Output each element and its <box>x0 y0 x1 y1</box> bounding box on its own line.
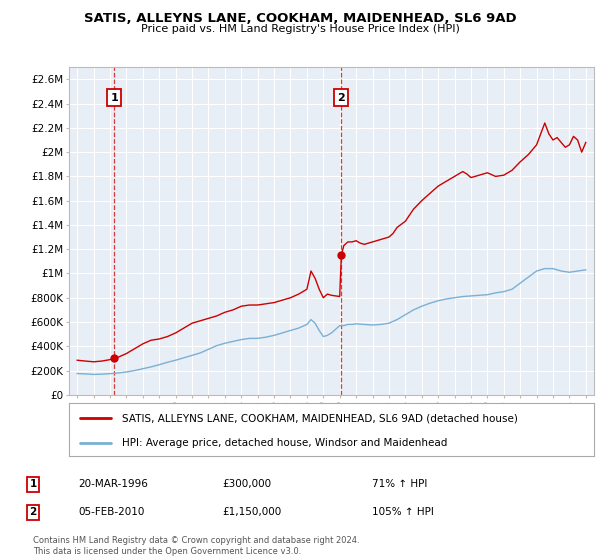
Text: 1: 1 <box>110 92 118 102</box>
Text: 2: 2 <box>29 507 37 517</box>
Text: HPI: Average price, detached house, Windsor and Maidenhead: HPI: Average price, detached house, Wind… <box>121 438 447 448</box>
Text: £300,000: £300,000 <box>222 479 271 489</box>
Text: 05-FEB-2010: 05-FEB-2010 <box>78 507 145 517</box>
Text: 1: 1 <box>29 479 37 489</box>
Text: £1,150,000: £1,150,000 <box>222 507 281 517</box>
Text: 20-MAR-1996: 20-MAR-1996 <box>78 479 148 489</box>
Text: 105% ↑ HPI: 105% ↑ HPI <box>372 507 434 517</box>
Text: Contains HM Land Registry data © Crown copyright and database right 2024.
This d: Contains HM Land Registry data © Crown c… <box>33 536 359 556</box>
Text: Price paid vs. HM Land Registry's House Price Index (HPI): Price paid vs. HM Land Registry's House … <box>140 24 460 34</box>
Text: SATIS, ALLEYNS LANE, COOKHAM, MAIDENHEAD, SL6 9AD (detached house): SATIS, ALLEYNS LANE, COOKHAM, MAIDENHEAD… <box>121 413 517 423</box>
Text: 71% ↑ HPI: 71% ↑ HPI <box>372 479 427 489</box>
Text: 2: 2 <box>337 92 345 102</box>
Text: SATIS, ALLEYNS LANE, COOKHAM, MAIDENHEAD, SL6 9AD: SATIS, ALLEYNS LANE, COOKHAM, MAIDENHEAD… <box>83 12 517 25</box>
